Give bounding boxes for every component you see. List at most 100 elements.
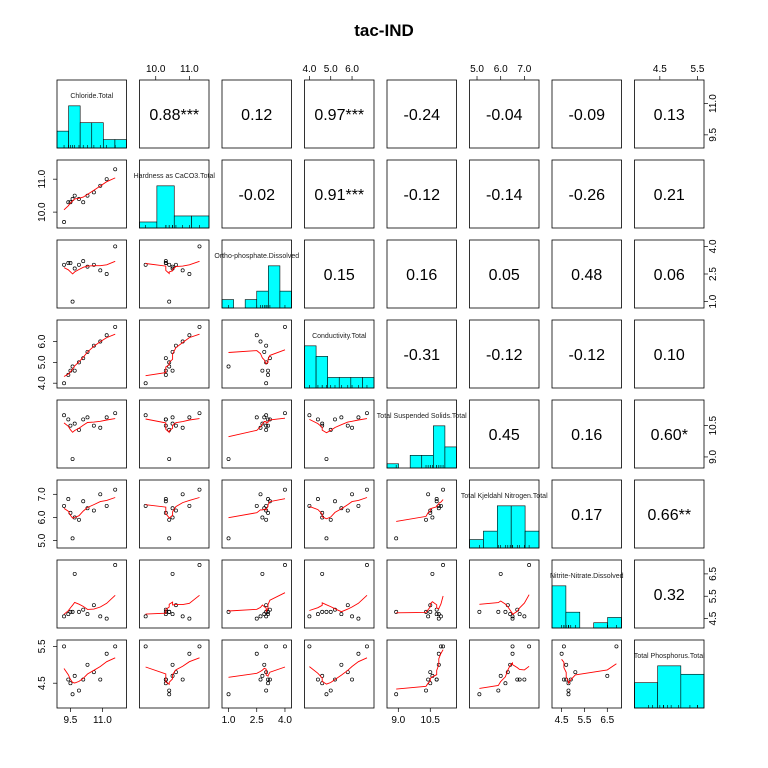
scatter-point bbox=[163, 417, 168, 422]
scatter-point bbox=[266, 423, 270, 428]
smooth-line bbox=[396, 595, 444, 614]
panel-frame bbox=[386, 399, 457, 469]
scatter-point bbox=[394, 609, 399, 614]
scatter-point bbox=[77, 360, 81, 365]
scatter-point bbox=[566, 692, 571, 697]
scatter-point bbox=[568, 677, 573, 682]
panel-5-3 bbox=[304, 479, 375, 549]
scatter-point bbox=[62, 381, 66, 386]
scatter-point bbox=[70, 536, 75, 541]
panel-7-1 bbox=[139, 639, 210, 709]
panel-frame bbox=[386, 159, 457, 229]
correlation-label: -0.02 bbox=[239, 187, 276, 204]
y-tick-label: 4.5 bbox=[708, 611, 719, 625]
hist-bar bbox=[56, 130, 69, 149]
scatter-point bbox=[98, 614, 103, 619]
scatter-point bbox=[70, 692, 75, 697]
scatter-point bbox=[113, 563, 118, 567]
panel-7-5 bbox=[469, 639, 540, 709]
panel-frame bbox=[304, 479, 375, 549]
correlation-label: 0.48 bbox=[571, 267, 602, 284]
correlation-label: 0.88*** bbox=[149, 107, 199, 124]
correlation-label: 0.21 bbox=[654, 187, 685, 204]
scatter-point bbox=[81, 499, 86, 504]
scatter-point bbox=[167, 299, 172, 304]
panel-frame bbox=[551, 479, 622, 549]
correlation-label: 0.45 bbox=[489, 427, 520, 444]
scatter-point bbox=[72, 515, 77, 520]
scatter-point bbox=[527, 563, 532, 567]
panel-1-7: 0.21 bbox=[634, 159, 705, 229]
scatter-point bbox=[85, 506, 90, 511]
hist-bar bbox=[68, 105, 81, 149]
correlation-label: 0.06 bbox=[654, 267, 685, 284]
panel-3-4: -0.31 bbox=[386, 319, 457, 389]
panel-frame bbox=[551, 319, 622, 389]
panel-3-5: -0.12 bbox=[469, 319, 540, 389]
hist-bar bbox=[483, 530, 498, 549]
panel-frame bbox=[469, 399, 540, 469]
correlation-label: 0.05 bbox=[489, 267, 520, 284]
smooth-line bbox=[479, 661, 530, 689]
panel-frame bbox=[634, 159, 705, 229]
scatter-point bbox=[70, 609, 75, 614]
scatter-point bbox=[283, 644, 287, 649]
y-tick-label: 4.0 bbox=[708, 239, 719, 253]
correlation-label: 0.16 bbox=[406, 267, 437, 284]
hist-bar bbox=[634, 682, 658, 709]
scatter-point bbox=[438, 503, 443, 508]
panel-2-4: 0.16 bbox=[386, 239, 457, 309]
scatter-point bbox=[72, 421, 77, 426]
panel-1-0 bbox=[56, 159, 127, 229]
scatter-point bbox=[350, 425, 354, 430]
y-tick-label: 6.0 bbox=[37, 510, 48, 524]
panel-7-6 bbox=[551, 639, 622, 709]
panel-frame bbox=[386, 79, 457, 149]
scatter-point bbox=[328, 688, 333, 693]
y-tick-label: 5.5 bbox=[37, 639, 48, 653]
scatter-point bbox=[266, 372, 270, 377]
scatter-point bbox=[254, 616, 259, 621]
scatter-point bbox=[365, 411, 369, 416]
panel-1-6: -0.26 bbox=[551, 159, 622, 229]
scatter-point bbox=[62, 644, 66, 649]
y-tick-label: 10.5 bbox=[708, 415, 719, 435]
panel-frame bbox=[304, 159, 375, 229]
scatter-point bbox=[91, 262, 96, 267]
hist-bar bbox=[607, 617, 622, 629]
scatter-point bbox=[113, 324, 118, 329]
scatter-point bbox=[328, 609, 333, 614]
scatter-point bbox=[104, 333, 109, 338]
hist-bar bbox=[496, 505, 512, 549]
scatter-point bbox=[339, 415, 344, 420]
panel-frame bbox=[56, 159, 127, 229]
scatter-point bbox=[98, 183, 103, 188]
scatter-point bbox=[283, 411, 287, 416]
correlation-label: -0.26 bbox=[569, 187, 606, 204]
panel-frame bbox=[469, 239, 540, 309]
scatter-point bbox=[68, 261, 73, 265]
panel-4-1 bbox=[139, 399, 210, 469]
scatter-point bbox=[283, 487, 287, 492]
panel-frame bbox=[304, 319, 375, 389]
scatter-point bbox=[315, 612, 320, 617]
smooth-line bbox=[145, 260, 200, 275]
scatter-point bbox=[113, 244, 118, 249]
panel-frame bbox=[469, 159, 540, 229]
scatter-point bbox=[85, 662, 90, 667]
panel-7-4 bbox=[386, 639, 457, 709]
x-tick-label: 2.5 bbox=[250, 715, 264, 726]
scatter-point bbox=[264, 644, 269, 649]
smooth-line bbox=[309, 497, 368, 520]
correlation-label: -0.14 bbox=[486, 187, 523, 204]
panel-0-6: -0.09 bbox=[551, 79, 622, 149]
correlation-label: -0.12 bbox=[569, 347, 606, 364]
variable-label: Total Suspended Solids.Total bbox=[377, 413, 467, 420]
scatter-point bbox=[68, 609, 73, 614]
scatter-point bbox=[180, 677, 185, 682]
panel-frame bbox=[551, 559, 622, 629]
scatter-point bbox=[266, 510, 270, 515]
panel-5-4 bbox=[386, 479, 457, 549]
correlation-label: -0.24 bbox=[404, 107, 441, 124]
scatter-point bbox=[320, 609, 325, 614]
